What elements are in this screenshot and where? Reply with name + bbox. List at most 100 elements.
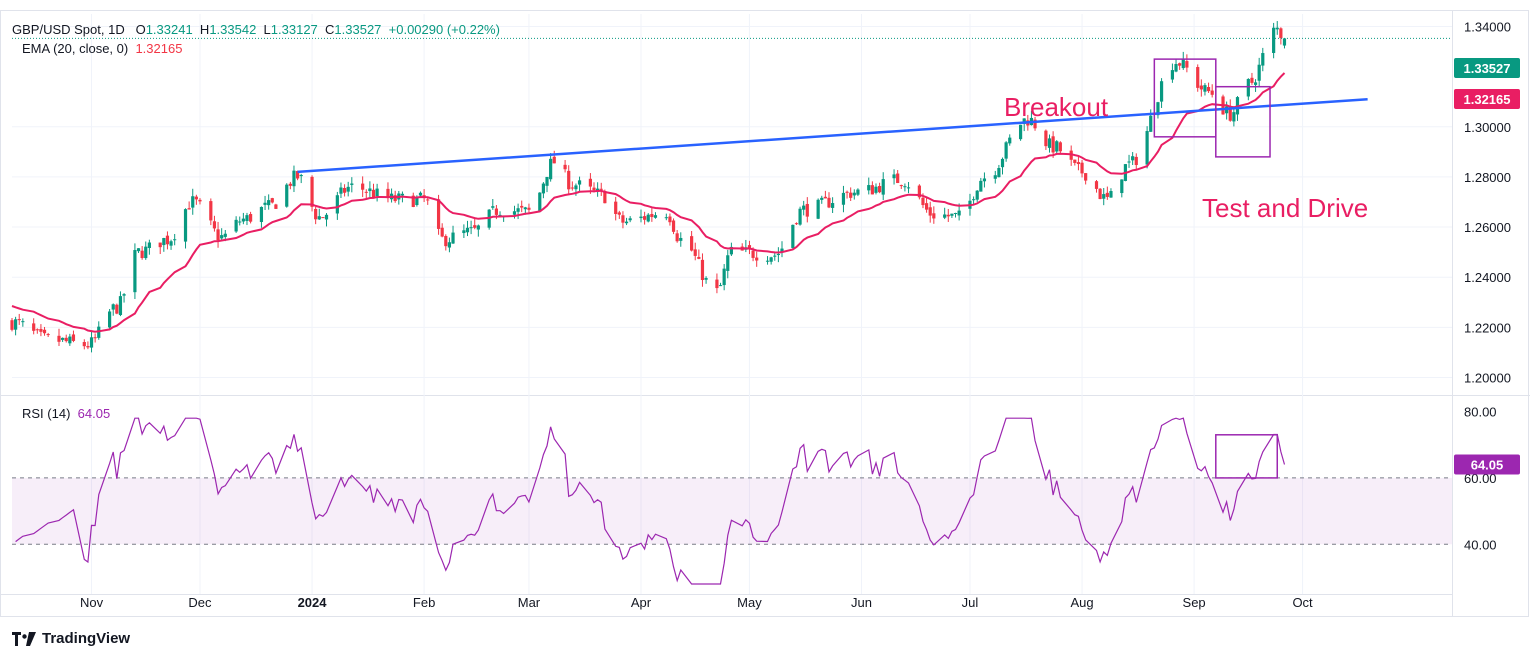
candle-body	[1156, 102, 1160, 116]
candle-body	[849, 192, 853, 198]
candle-body	[765, 260, 770, 262]
candle-body	[545, 176, 549, 186]
candle-body	[1261, 53, 1265, 66]
close-value: 1.33527	[334, 22, 382, 37]
candle-body	[241, 218, 245, 222]
candle-body	[194, 196, 198, 200]
candle-body	[639, 216, 643, 219]
candle-body	[140, 250, 144, 259]
candle-body	[314, 208, 318, 220]
ema-label[interactable]: EMA (20, close, 0)	[22, 41, 129, 56]
candle-body	[1033, 119, 1037, 129]
candle-body	[841, 192, 846, 205]
candle-body	[520, 205, 524, 208]
candle-body	[715, 279, 719, 289]
candle-body	[950, 213, 954, 216]
time-tick-label: Apr	[631, 595, 652, 610]
candle-body	[668, 216, 672, 223]
candle-body	[144, 246, 148, 259]
time-tick-label: Mar	[518, 595, 541, 610]
candle-body	[773, 255, 777, 257]
candle-body	[621, 215, 625, 223]
candle-body	[541, 183, 546, 194]
candle-body	[1149, 115, 1153, 132]
price-tick-label: 1.22000	[1464, 320, 1511, 335]
candle-body	[1275, 27, 1279, 30]
candle-body	[46, 334, 50, 336]
rsi-tick-label: 40.00	[1464, 537, 1497, 552]
candle-body	[415, 196, 419, 205]
ema-price-tag: 1.32165	[1464, 92, 1511, 107]
candle-body	[1279, 28, 1283, 39]
candle-body	[1058, 142, 1062, 152]
tradingview-logo[interactable]: TradingView	[12, 630, 130, 647]
low-label: L	[263, 22, 271, 37]
candle-body	[1199, 85, 1203, 90]
time-tick-label: Dec	[188, 595, 212, 610]
candle-body	[465, 227, 470, 233]
ohlc-legend: GBP/USD Spot, 1D O1.33241 H1.33542 L1.33…	[12, 22, 500, 37]
candle-body	[577, 180, 582, 185]
candle-body	[552, 156, 556, 164]
candle-body	[1109, 191, 1113, 198]
candle-body	[165, 235, 170, 245]
candle-body	[1076, 162, 1081, 165]
candle-body	[512, 211, 517, 215]
rsi-box	[1215, 434, 1279, 479]
time-tick-label: Aug	[1070, 595, 1093, 610]
candle-body	[158, 242, 162, 248]
rsi-value: 64.05	[77, 406, 111, 421]
candle-body	[878, 186, 882, 193]
candle-body	[10, 320, 14, 330]
candle-body	[411, 195, 415, 207]
candle-body	[198, 199, 202, 202]
candle-body	[1203, 85, 1207, 92]
candle-body	[704, 278, 708, 280]
rsi-label[interactable]: RSI (14)	[22, 406, 71, 421]
candle-body	[498, 214, 502, 216]
last-price-tag: 1.33527	[1464, 61, 1511, 76]
candle-body	[473, 225, 477, 228]
candle-body	[1000, 158, 1005, 168]
candle-body	[494, 208, 499, 215]
candle-body	[1051, 136, 1055, 153]
candle-body	[538, 192, 542, 212]
symbol-label[interactable]: GBP/USD Spot, 1D	[12, 22, 125, 37]
test-drive-box	[1215, 85, 1271, 158]
candle-body	[693, 249, 697, 256]
candle-body	[780, 248, 784, 253]
candle-body	[1174, 64, 1178, 72]
candle-body	[679, 237, 683, 241]
candle-body	[169, 241, 173, 246]
rsi-value-tag: 64.05	[1471, 457, 1504, 472]
candle-body	[921, 197, 925, 206]
candle-body	[982, 178, 987, 182]
candle-body	[191, 196, 195, 208]
candle-body	[400, 193, 405, 196]
candle-body	[975, 190, 979, 200]
candle-body	[386, 188, 390, 199]
candle-body	[617, 212, 621, 215]
candle-body	[924, 203, 929, 210]
breakout-annotation: Breakout	[1004, 92, 1109, 122]
candle-body	[903, 186, 907, 188]
candle-body	[1272, 27, 1276, 53]
candle-body	[339, 187, 343, 194]
candle-body	[856, 189, 860, 195]
candle-body	[1170, 70, 1175, 80]
candle-body	[93, 337, 97, 339]
candle-body	[447, 242, 452, 248]
candle-body	[133, 250, 137, 293]
candle-body	[1228, 105, 1232, 121]
candle-body	[1047, 138, 1052, 148]
time-tick-label: Feb	[413, 595, 435, 610]
candle-body	[1018, 124, 1023, 140]
candle-body	[1004, 142, 1008, 159]
candle-body	[71, 334, 76, 341]
rsi-tick-label: 80.00	[1464, 405, 1497, 420]
candle-body	[1257, 64, 1261, 81]
candle-body	[295, 171, 300, 179]
candle-body	[516, 208, 520, 212]
breakout-box	[1153, 58, 1217, 138]
